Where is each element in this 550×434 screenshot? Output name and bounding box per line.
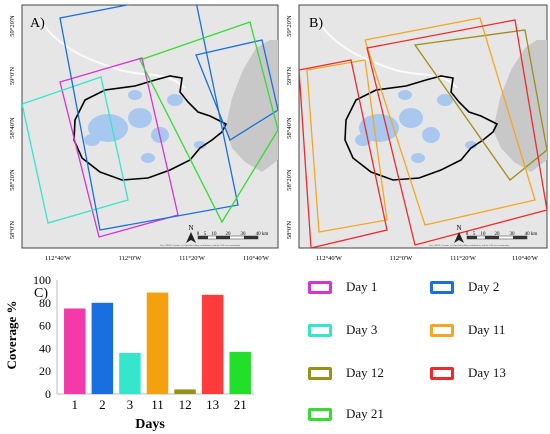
x-axis-title: Days [135, 417, 165, 432]
legend-item-day12: Day 12 [308, 365, 384, 381]
swath-day21-a [139, 21, 278, 224]
legend-item-day3: Day 3 [308, 322, 377, 338]
y-tick-label: 40 [39, 341, 51, 355]
map-panel-a: A) N 0 5 10 20 30 40 km Esri, HERE, Garm… [9, 4, 279, 262]
legend-item-day2: Day 2 [430, 279, 499, 295]
swath-day12-b [413, 29, 547, 181]
panel-a-label: A) [30, 16, 45, 31]
gray-landmass [225, 40, 278, 172]
x-tick-label: 1 [72, 397, 79, 412]
x-tick-label: 13 [206, 397, 219, 412]
svg-text:111°20'W: 111°20'W [179, 255, 206, 262]
svg-text:40 km: 40 km [256, 232, 269, 237]
bar-day-12 [174, 389, 196, 394]
x-tick-label: 21 [234, 397, 247, 412]
river [316, 19, 458, 89]
svg-text:5: 5 [204, 232, 207, 237]
legend-item-day1: Day 1 [308, 279, 377, 295]
bar-day-21 [229, 351, 251, 394]
scale-bar [466, 235, 528, 240]
legend-swatch [430, 366, 454, 380]
svg-text:0: 0 [466, 232, 469, 237]
legend-swatch [430, 323, 454, 337]
svg-text:40 km: 40 km [525, 232, 538, 237]
svg-text:58°20'N: 58°20'N [286, 169, 293, 191]
swath-day11-b [306, 59, 388, 233]
legend-item-day13: Day 13 [430, 365, 506, 381]
bar-day-2 [91, 302, 114, 394]
svg-text:20: 20 [495, 232, 501, 237]
svg-text:30: 30 [510, 232, 516, 237]
legend-swatch [308, 407, 332, 421]
svg-text:58°40'N: 58°40'N [286, 117, 293, 139]
legend-item-day11: Day 11 [430, 322, 505, 338]
x-tick-label: 11 [151, 397, 164, 412]
svg-text:112°0'W: 112°0'W [119, 255, 143, 262]
swath-day2-a [59, 5, 239, 231]
svg-text:58°20'N: 58°20'N [9, 169, 16, 191]
svg-text:110°40'W: 110°40'W [512, 255, 539, 262]
legend-item-day21: Day 21 [308, 406, 384, 422]
swath-day13-b [299, 59, 388, 248]
svg-text:112°40'W: 112°40'W [316, 255, 343, 262]
bar-day-1 [64, 308, 86, 394]
map-panel-b: B) N 0 5 10 20 30 40 km Esri, HERE, Garm… [286, 4, 548, 262]
y-tick-label: 20 [39, 364, 51, 378]
svg-text:30: 30 [241, 232, 247, 237]
svg-text:10: 10 [212, 232, 218, 237]
svg-text:10: 10 [481, 232, 487, 237]
x-tick-label: 3 [127, 397, 134, 412]
x-tick-label: 12 [179, 397, 192, 412]
svg-text:N: N [456, 224, 461, 232]
y-tick-label: 100 [33, 273, 51, 287]
bar-day-13 [201, 294, 224, 394]
legend-swatch [308, 323, 332, 337]
svg-text:59°0'N: 59°0'N [286, 67, 293, 86]
svg-text:58°0'N: 58°0'N [9, 221, 16, 240]
y-tick-label: 80 [39, 296, 51, 310]
swath-day3-a [22, 76, 129, 224]
scale-bar [197, 235, 259, 240]
north-arrow: N [186, 224, 196, 243]
panel-b-label: B) [309, 16, 323, 31]
x-tick-label: 2 [99, 397, 106, 412]
study-boundary [73, 75, 228, 181]
water-bodies [355, 90, 477, 163]
map-attribution: Esri, HERE, Garmin, (c) OpenStreetMap co… [429, 244, 510, 247]
legend-swatch [430, 280, 454, 294]
svg-text:112°40'W: 112°40'W [45, 255, 72, 262]
swath-day1-a [59, 57, 179, 238]
legend: Day 1 Day 2 Day 3 Day 11 Day 12 Day 13 D… [300, 272, 550, 434]
svg-text:59°20'N: 59°20'N [9, 15, 16, 37]
bar-day-11 [146, 292, 169, 394]
map-attribution: Esri, HERE, Garmin, (c) OpenStreetMap co… [160, 244, 241, 247]
svg-text:0: 0 [197, 232, 200, 237]
svg-text:112°0'W: 112°0'W [390, 255, 414, 262]
svg-text:110°40'W: 110°40'W [243, 255, 270, 262]
svg-text:59°0'N: 59°0'N [9, 67, 16, 86]
study-boundary [344, 75, 499, 181]
bar-day-3 [119, 352, 141, 394]
north-arrow: N [454, 224, 464, 243]
svg-text:58°40'N: 58°40'N [9, 117, 16, 139]
panel-c-label: C) [34, 286, 48, 301]
svg-text:N: N [188, 224, 193, 232]
y-tick-label: 60 [39, 319, 51, 333]
svg-text:5: 5 [473, 232, 476, 237]
svg-text:59°20'N: 59°20'N [286, 15, 293, 37]
svg-text:20: 20 [226, 232, 232, 237]
swath-day2b-a [195, 39, 278, 141]
legend-swatch [308, 280, 332, 294]
legend-swatch [308, 366, 332, 380]
svg-text:111°20'W: 111°20'W [450, 255, 477, 262]
svg-text:58°0'N: 58°0'N [286, 221, 293, 240]
swath-day11b-b [364, 17, 536, 226]
swath-day13b-b [366, 19, 547, 246]
y-tick-label: 0 [45, 387, 51, 401]
y-axis-title: Coverage % [4, 301, 19, 370]
